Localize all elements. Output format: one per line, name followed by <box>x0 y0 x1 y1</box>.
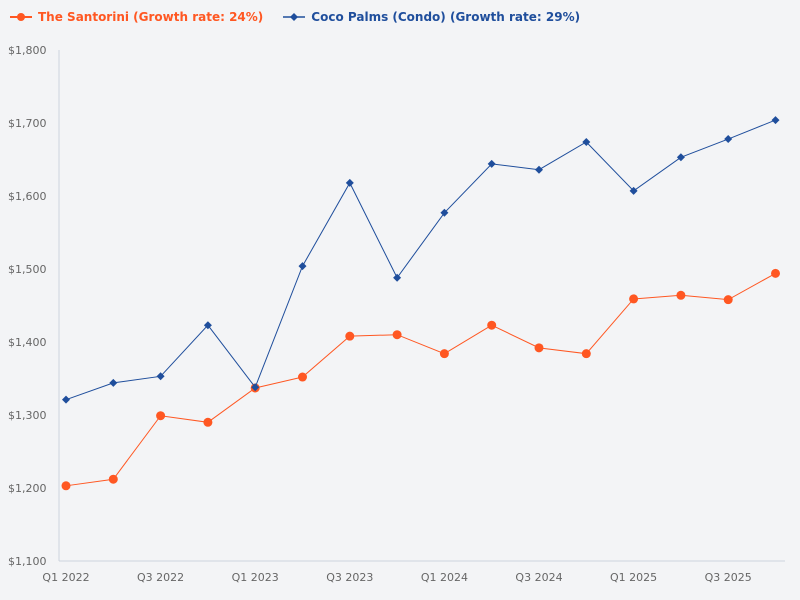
legend-item-coco-palms[interactable]: Coco Palms (Condo) (Growth rate: 29%) <box>283 10 580 24</box>
x-tick-label: Q1 2025 <box>610 571 657 584</box>
data-point <box>298 372 307 382</box>
data-point <box>393 273 402 282</box>
data-point <box>439 349 449 359</box>
data-point <box>534 343 544 353</box>
x-tick-label: Q1 2024 <box>421 571 468 584</box>
data-point <box>629 186 638 195</box>
y-tick-label: $1,800 <box>8 44 47 57</box>
legend-label: The Santorini (Growth rate: 24%) <box>38 10 264 24</box>
data-point <box>771 268 780 278</box>
data-point <box>676 153 685 162</box>
y-tick-label: $1,600 <box>8 190 47 203</box>
data-point <box>487 320 497 330</box>
legend-label: Coco Palms (Condo) (Growth rate: 29%) <box>311 10 581 24</box>
diamond-marker-icon <box>283 13 306 21</box>
data-point <box>581 349 591 359</box>
y-tick-label: $1,400 <box>8 336 47 349</box>
x-tick-label: Q3 2025 <box>705 571 752 584</box>
series-line-0 <box>65 272 776 487</box>
legend: The Santorini (Growth rate: 24%) Coco Pa… <box>10 10 580 24</box>
x-tick-label: Q3 2022 <box>137 571 184 584</box>
series-line-1 <box>65 119 776 401</box>
y-tick-label: $1,300 <box>8 409 47 422</box>
legend-item-santorini[interactable]: The Santorini (Growth rate: 24%) <box>10 10 263 24</box>
data-point <box>251 383 260 392</box>
data-point <box>109 378 118 387</box>
data-point <box>203 417 213 427</box>
data-point <box>203 321 212 330</box>
data-point <box>156 372 165 381</box>
data-point <box>345 331 355 341</box>
data-point <box>487 159 496 168</box>
data-point <box>582 137 591 146</box>
y-tick-label: $1,500 <box>8 263 47 276</box>
data-point <box>535 165 543 174</box>
y-tick-label: $1,200 <box>8 482 47 495</box>
data-point <box>62 395 70 404</box>
x-tick-label: Q1 2022 <box>42 571 89 584</box>
data-point <box>676 290 686 300</box>
data-point <box>440 208 449 217</box>
y-tick-label: $1,700 <box>8 117 47 130</box>
data-point <box>723 295 733 305</box>
data-point <box>156 411 166 421</box>
x-tick-label: Q3 2023 <box>326 571 373 584</box>
data-point <box>108 474 118 484</box>
y-tick-label: $1,100 <box>8 555 47 568</box>
data-point <box>724 135 733 144</box>
x-tick-label: Q3 2024 <box>515 571 562 584</box>
data-point <box>61 481 71 491</box>
data-point <box>771 116 780 125</box>
data-point <box>629 294 639 304</box>
data-point <box>392 330 402 340</box>
data-point <box>345 178 354 187</box>
x-tick-label: Q1 2023 <box>232 571 279 584</box>
data-point <box>298 262 307 271</box>
circle-marker-icon <box>10 13 32 21</box>
